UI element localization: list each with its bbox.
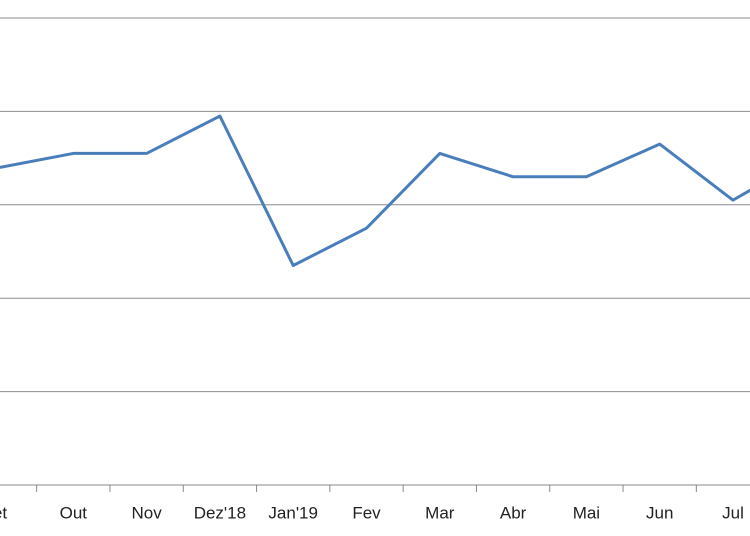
x-tick-label: Abr	[500, 503, 527, 522]
data-line	[0, 114, 750, 268]
x-tick-label: Fev	[352, 503, 381, 522]
x-tick-label: et	[0, 503, 7, 522]
x-tick-label: Nov	[131, 503, 162, 522]
x-tick-label: Mar	[425, 503, 455, 522]
x-tick-label: Dez'18	[194, 503, 246, 522]
x-tick-label: Jul	[722, 503, 744, 522]
x-tick-label: Jan'19	[268, 503, 318, 522]
x-tick-label: Mai	[573, 503, 600, 522]
x-tick-label: Out	[60, 503, 88, 522]
x-tick-label: Jun	[646, 503, 673, 522]
